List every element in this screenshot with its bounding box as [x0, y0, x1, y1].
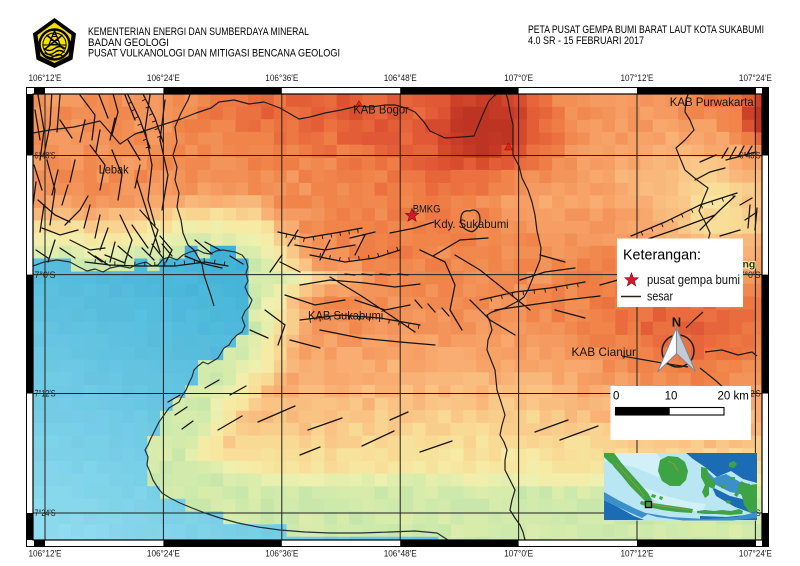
svg-text:BADAN GEOLOGI: BADAN GEOLOGI	[88, 37, 169, 49]
svg-text:Lebak: Lebak	[99, 162, 130, 176]
svg-text:7°12′S: 7°12′S	[35, 389, 56, 399]
svg-text:Kdy. Sukabumi: Kdy. Sukabumi	[434, 217, 509, 231]
svg-text:106°24′E: 106°24′E	[147, 73, 180, 83]
svg-text:107°12′E: 107°12′E	[621, 73, 654, 83]
svg-text:106°48′E: 106°48′E	[384, 549, 417, 559]
svg-text:107°24′E: 107°24′E	[739, 549, 772, 559]
svg-text:10: 10	[665, 391, 678, 403]
svg-text:BMKG: BMKG	[413, 204, 441, 216]
svg-text:pusat gempa bumi: pusat gempa bumi	[647, 273, 740, 287]
svg-text:106°12′E: 106°12′E	[29, 549, 62, 559]
svg-text:PETA PUSAT GEMPA BUMI BARAT LA: PETA PUSAT GEMPA BUMI BARAT LAUT KOTA SU…	[528, 24, 764, 36]
svg-text:7°0′S: 7°0′S	[35, 270, 56, 280]
svg-text:107°12′E: 107°12′E	[621, 549, 654, 559]
svg-text:6°48′S: 6°48′S	[740, 151, 761, 161]
svg-text:106°12′E: 106°12′E	[29, 73, 62, 83]
svg-text:KAB Bogor: KAB Bogor	[353, 103, 409, 117]
svg-text:106°24′E: 106°24′E	[147, 549, 180, 559]
svg-text:107°0′E: 107°0′E	[504, 549, 533, 559]
svg-text:107°0′E: 107°0′E	[504, 73, 533, 83]
svg-text:20 km: 20 km	[718, 391, 749, 403]
svg-text:Keterangan:: Keterangan:	[623, 248, 701, 264]
svg-text:N: N	[672, 315, 681, 330]
svg-text:0: 0	[613, 391, 619, 403]
svg-text:6°48′S: 6°48′S	[35, 151, 56, 161]
svg-text:sesar: sesar	[647, 290, 673, 304]
svg-text:7°0′S: 7°0′S	[740, 270, 761, 280]
svg-text:KAB Purwakarta: KAB Purwakarta	[670, 95, 754, 109]
svg-text:KAB Sukabumi: KAB Sukabumi	[308, 308, 383, 322]
svg-text:PUSAT VULKANOLOGI DAN MITIGASI: PUSAT VULKANOLOGI DAN MITIGASI BENCANA G…	[88, 48, 340, 60]
svg-text:7°24′S: 7°24′S	[35, 508, 56, 518]
svg-text:106°36′E: 106°36′E	[265, 73, 298, 83]
svg-text:106°48′E: 106°48′E	[384, 73, 417, 83]
svg-text:4.0 SR - 15 FEBRUARI 2017: 4.0 SR - 15 FEBRUARI 2017	[528, 35, 644, 47]
svg-text:ng: ng	[743, 259, 756, 271]
svg-text:KAB Cianjur: KAB Cianjur	[572, 345, 637, 359]
svg-text:107°24′E: 107°24′E	[739, 73, 772, 83]
svg-text:KEMENTERIAN ENERGI DAN SUMBERD: KEMENTERIAN ENERGI DAN SUMBERDAYA MINERA…	[88, 26, 309, 38]
svg-text:106°36′E: 106°36′E	[265, 549, 298, 559]
